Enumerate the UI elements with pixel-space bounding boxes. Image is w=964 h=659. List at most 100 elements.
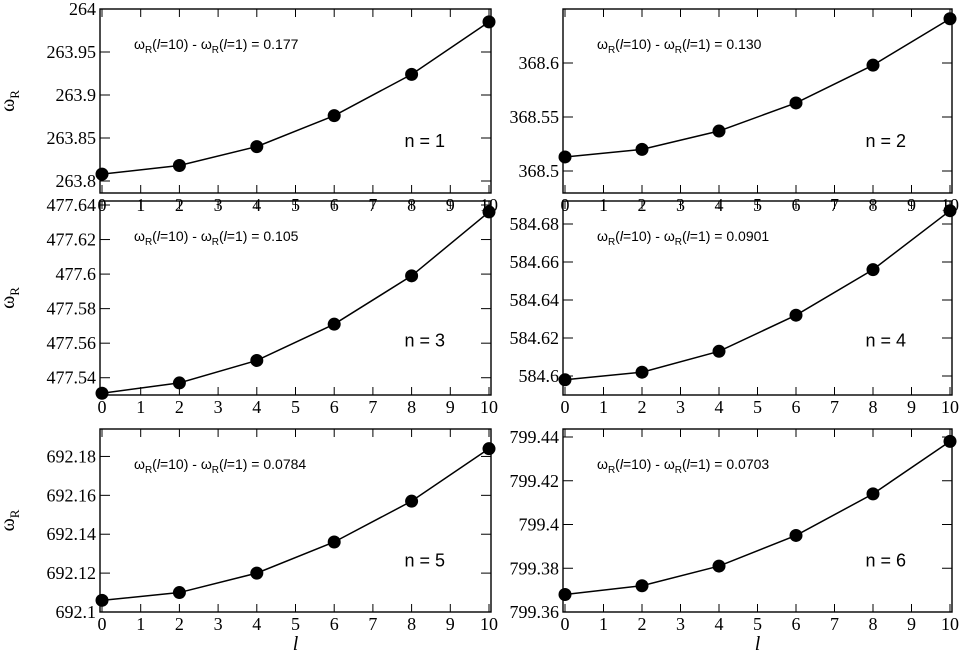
x-tick-label: 10 [480,614,498,634]
data-point [172,159,186,173]
data-point [327,109,341,123]
data-point [172,586,186,600]
x-tick-label: 9 [446,614,455,634]
y-tick-label: 368.5 [519,161,560,181]
x-tick-label: 10 [941,614,959,634]
y-tick-label: 584.66 [510,252,560,272]
n-label: n = 2 [865,131,906,151]
x-axis-title: l [293,633,299,655]
x-tick-label: 0 [98,614,107,634]
x-tick-label: 8 [869,614,878,634]
y-axis-title: ωR [0,287,22,309]
y-tick-label: 692.14 [47,524,97,544]
data-point [95,593,109,607]
data-point [866,263,880,277]
data-point [95,386,109,400]
x-tick-label: 8 [407,397,416,417]
x-tick-label: 7 [830,614,839,634]
x-tick-label: 9 [446,397,455,417]
x-tick-label: 7 [830,397,839,417]
n-label: n = 6 [865,550,906,570]
data-point [250,140,264,154]
n-label: n = 5 [404,550,445,570]
data-point [250,566,264,580]
data-point [635,142,649,156]
x-axis-title: l [755,633,761,655]
data-point [558,588,572,601]
y-tick-label: 264 [69,0,96,19]
x-tick-label: 2 [638,614,647,634]
x-tick-label: 6 [330,397,339,417]
x-tick-label: 1 [136,397,145,417]
x-tick-label: 5 [291,614,300,634]
data-point [405,67,419,81]
y-tick-label: 584.62 [510,328,560,348]
data-point [943,434,957,448]
series-line [101,21,490,175]
y-tick-label: 692.1 [56,602,97,622]
data-point [635,365,649,379]
y-tick-label: 477.58 [47,299,97,319]
x-tick-label: 7 [368,397,377,417]
data-point [712,559,726,573]
x-tick-label: 4 [252,614,261,634]
series-line [564,210,951,381]
x-tick-label: 5 [291,397,300,417]
x-tick-label: 2 [175,614,184,634]
y-tick-label: 584.68 [510,214,560,234]
y-tick-label: 477.54 [47,368,97,388]
data-point [635,579,649,593]
data-point [712,344,726,358]
difference-annotation: ωR(l=10) - ωR(l=1) = 0.130 [597,36,762,56]
y-tick-label: 584.64 [510,290,560,310]
y-tick-label: 692.12 [47,563,97,583]
data-point [943,204,957,218]
y-tick-label: 477.56 [47,333,97,353]
x-tick-label: 3 [676,614,685,634]
x-tick-label: 9 [907,614,916,634]
y-tick-label: 692.16 [47,485,97,505]
x-tick-label: 8 [407,614,416,634]
panel-6: 0 1 2 3 4 5 6 7 8 9 10 799.36 799.38 799.4 799.42 799.4… [510,427,960,655]
data-point [405,269,419,283]
y-tick-label: 799.44 [510,427,560,447]
x-tick-label: 6 [330,614,339,634]
y-tick-label: 477.62 [47,230,97,250]
panel-3: 0 1 2 3 4 5 6 7 8 9 10 477.54 477.56 477.58 477.6 477.6… [0,195,498,417]
difference-annotation: ωR(l=10) - ωR(l=1) = 0.0784 [134,456,306,476]
x-tick-label: 1 [136,614,145,634]
y-tick-label: 799.36 [510,602,560,622]
y-tick-label: 368.6 [519,53,560,73]
x-tick-label: 7 [368,614,377,634]
y-tick-label: 799.4 [519,515,560,535]
panel-4: 0 1 2 3 4 5 6 7 8 9 10 584.6 584.62 584.64 584.66 584.6… [510,200,959,417]
x-tick-label: 10 [480,397,498,417]
data-point [95,167,109,181]
data-point [943,12,957,26]
x-tick-label: 4 [252,397,261,417]
panel-5: 0 1 2 3 4 5 6 7 8 9 10 692.1 692.12 692.14 692.16 692.1… [0,428,498,655]
x-tick-label: 2 [175,397,184,417]
series-line [564,18,951,158]
data-point [712,124,726,138]
x-tick-label: 9 [907,397,916,417]
n-label: n = 3 [404,331,445,351]
difference-annotation: ωR(l=10) - ωR(l=1) = 0.105 [134,228,299,248]
series-line [101,211,490,395]
x-tick-label: 2 [638,397,647,417]
data-point [327,317,341,331]
n-label: n = 1 [404,131,445,151]
y-tick-label: 263.9 [56,85,97,105]
y-tick-label: 263.95 [47,42,97,62]
n-label: n = 4 [865,331,906,351]
data-point [866,58,880,72]
x-tick-label: 5 [753,397,762,417]
data-point [327,535,341,549]
panel-1: 012345678910263.8263.85263.9263.95264ωR(… [0,0,498,215]
x-tick-label: 5 [753,614,762,634]
series-line [101,448,490,602]
y-axis-title: ωR [0,509,22,531]
x-tick-label: 0 [98,397,107,417]
x-tick-label: 6 [792,397,801,417]
